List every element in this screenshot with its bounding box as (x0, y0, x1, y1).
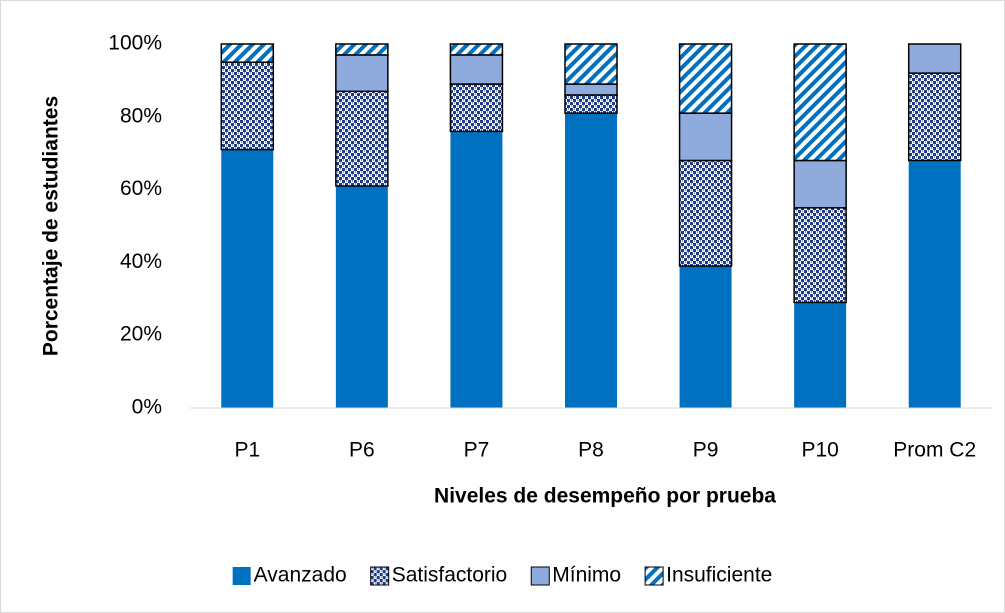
bar-segment (793, 159, 847, 209)
bar-segment (908, 160, 961, 408)
bar-segment (793, 207, 847, 304)
bar-segment (449, 43, 504, 56)
bar-segment (679, 266, 732, 408)
x-tick-label: P8 (578, 439, 604, 462)
bar-segment (220, 61, 275, 151)
bar-segment (794, 302, 847, 408)
x-tick-label: P9 (693, 439, 719, 462)
bar-segment (793, 43, 847, 162)
legend-label: Mínimo (552, 564, 621, 587)
x-axis-title: Niveles de desempeño por prueba (434, 485, 776, 508)
bar-segment (335, 54, 389, 93)
bar-segment (907, 43, 962, 74)
bar-segment (564, 43, 618, 85)
legend-item: Satisfactorio (370, 564, 508, 587)
bar-segment (678, 43, 733, 114)
bar-segment (450, 131, 503, 409)
y-tick-label: 100% (108, 32, 162, 55)
y-tick-label: 80% (120, 104, 162, 127)
y-tick-label: 20% (120, 323, 162, 346)
y-tick-label: 60% (120, 177, 162, 200)
x-tick-label: P6 (349, 439, 375, 462)
x-tick-label: Prom C2 (893, 439, 976, 462)
bar-segment (221, 149, 274, 408)
bar-segment (335, 185, 388, 408)
bar-segment (564, 94, 618, 114)
bar-segment (678, 112, 733, 162)
y-tick-label: 0% (132, 396, 162, 419)
y-tick-label: 40% (120, 250, 162, 273)
legend-item: Insuficiente (644, 564, 772, 587)
legend-item: Avanzado (232, 564, 347, 587)
legend-swatch (370, 566, 390, 586)
bar-segment (335, 43, 389, 56)
bar-segment (220, 43, 275, 63)
x-tick-label: P7 (464, 439, 490, 462)
bar-segment (565, 113, 617, 408)
bar-segment (335, 90, 389, 187)
y-axis-title: Porcentaje de estudiantes (40, 96, 63, 356)
legend-label: Insuficiente (666, 564, 772, 587)
bar-segment (678, 159, 733, 267)
legend-swatch (530, 566, 550, 586)
legend-swatch (232, 567, 251, 585)
bar-segment (564, 83, 618, 96)
bar-segment (907, 72, 962, 162)
legend-swatch (644, 566, 664, 586)
legend-label: Satisfactorio (392, 564, 508, 587)
legend-item: Mínimo (530, 564, 621, 587)
bar-segment (449, 54, 504, 85)
x-tick-label: P1 (234, 439, 260, 462)
bar-segment (449, 83, 504, 133)
x-tick-label: P10 (801, 439, 838, 462)
legend-label: Avanzado (254, 564, 347, 587)
